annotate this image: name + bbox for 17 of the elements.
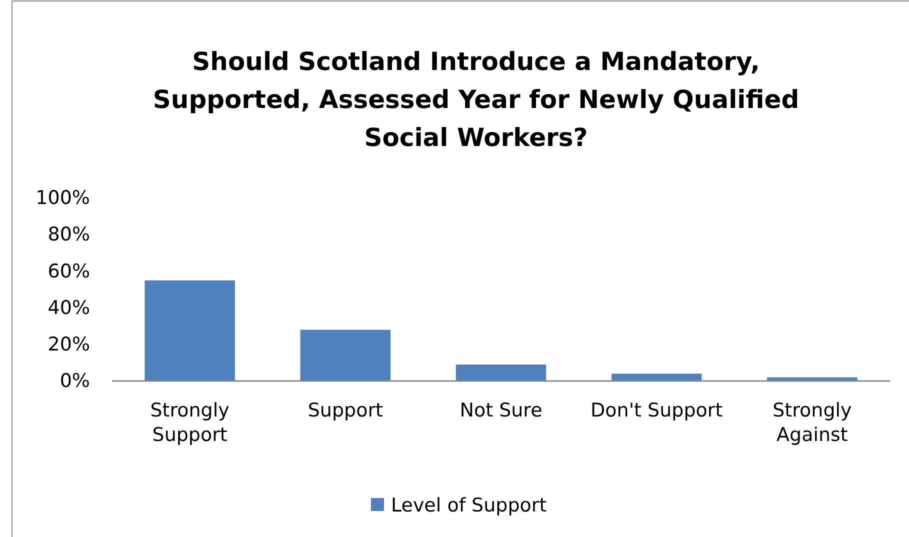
x-tick-label: Strongly Against <box>772 399 852 446</box>
bar <box>456 364 546 381</box>
x-tick-label: Don't Support <box>590 399 723 422</box>
x-tick-label: Not Sure <box>460 399 542 422</box>
y-tick-label: 80% <box>48 224 90 246</box>
y-tick-label: 60% <box>48 260 90 282</box>
y-tick-label: 0% <box>60 370 90 392</box>
y-tick-label: 20% <box>48 333 90 356</box>
y-tick-label: 40% <box>48 296 90 319</box>
bar <box>611 374 702 381</box>
bar <box>144 280 235 381</box>
bar <box>300 330 391 381</box>
x-tick-label: Strongly Support <box>150 399 230 446</box>
legend-label: Level of Support <box>391 494 547 517</box>
x-tick-label: Support <box>308 399 383 422</box>
y-tick-label: 100% <box>36 187 90 210</box>
chart-title: Should Scotland Introduce a Mandatory, Supported, Assessed Year for Newly Qualified Social Workers? <box>152 47 800 152</box>
